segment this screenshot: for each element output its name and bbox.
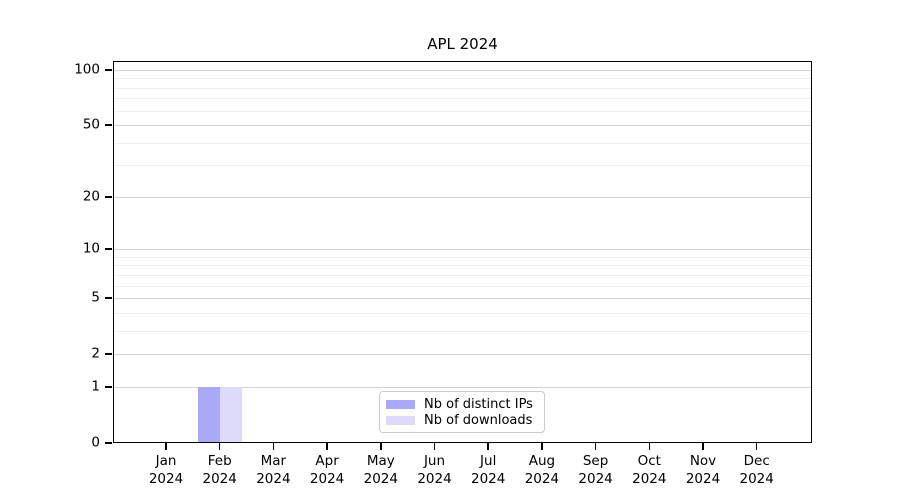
gridline-major (113, 70, 812, 71)
x-tick-label: Sep 2024 (554, 452, 638, 488)
x-tick-label: May 2024 (339, 452, 423, 488)
gridline-major (113, 386, 812, 388)
bar-nb-of-distinct-ips (197, 386, 220, 443)
x-tick-mark (380, 443, 382, 450)
y-tick-mark (105, 442, 112, 444)
x-tick-mark (594, 443, 597, 450)
x-tick-mark (541, 443, 543, 450)
y-tick-label: 0 (91, 434, 100, 451)
x-tick-mark (326, 443, 328, 450)
legend: Nb of distinct IPs Nb of downloads (379, 391, 545, 433)
x-tick-year: 2024 (309, 471, 345, 488)
y-tick-mark (105, 69, 112, 71)
x-tick-label: Apr 2024 (285, 452, 369, 488)
x-tick-mark (487, 443, 489, 450)
y-tick-label: 1 (91, 378, 100, 395)
gridline-minor (113, 330, 812, 332)
legend-swatch-distinct-ips (386, 399, 415, 409)
gridline-minor (113, 165, 812, 167)
x-tick-mark (702, 443, 704, 450)
x-tick-year: 2024 (202, 471, 237, 488)
x-tick-year: 2024 (417, 471, 452, 488)
gridline-major (113, 249, 812, 251)
y-tick-label: 100 (74, 61, 100, 78)
chart-title: APL 2024 (427, 35, 498, 53)
x-tick-label: Oct 2024 (607, 452, 691, 488)
legend-entry-downloads: Nb of downloads (386, 414, 544, 427)
gridline-minor (113, 256, 812, 258)
gridline-minor (113, 98, 812, 100)
x-tick-year: 2024 (524, 471, 560, 488)
legend-swatch-downloads (386, 415, 415, 425)
x-tick-mark (165, 443, 167, 450)
gridline-minor (113, 265, 812, 267)
x-tick-year: 2024 (739, 471, 774, 488)
y-tick-mark (105, 248, 112, 250)
x-tick-label: Mar 2024 (231, 452, 315, 488)
x-tick-month: Feb (207, 453, 232, 469)
x-tick-label: Nov 2024 (661, 452, 745, 488)
x-tick-year: 2024 (471, 471, 506, 488)
gridline-minor (113, 274, 812, 276)
x-tick-month: Jul (480, 453, 497, 469)
x-tick-month: Apr (315, 453, 339, 469)
y-tick-label: 10 (82, 240, 100, 257)
gridline-minor (113, 312, 812, 314)
x-tick-month: Jan (155, 453, 177, 469)
x-tick-month: Dec (743, 453, 770, 469)
x-tick-month: Nov (689, 453, 717, 469)
x-tick-label: Jul 2024 (446, 452, 530, 488)
x-tick-month: Sep (582, 453, 609, 469)
x-tick-month: May (366, 453, 395, 469)
x-tick-label: Jun 2024 (393, 452, 477, 488)
x-tick-month: Jun (423, 453, 446, 469)
x-tick-mark (755, 443, 758, 450)
gridline-major (113, 125, 812, 127)
y-tick-label: 5 (91, 289, 100, 306)
y-tick-mark (105, 297, 112, 299)
x-tick-mark (272, 443, 275, 450)
x-tick-mark (218, 443, 221, 450)
y-tick-mark (105, 353, 112, 355)
legend-entry-distinct-ips: Nb of distinct IPs (386, 398, 544, 411)
y-tick-label: 20 (82, 188, 100, 205)
gridline-minor (113, 87, 812, 89)
x-tick-month: Aug (528, 453, 556, 469)
gridline-minor (113, 142, 812, 144)
x-tick-month: Oct (637, 453, 661, 469)
y-tick-mark (105, 196, 112, 198)
gridline-major (113, 196, 812, 198)
x-tick-label: Dec 2024 (715, 452, 799, 488)
y-tick-label: 2 (91, 345, 100, 362)
x-tick-year: 2024 (632, 471, 667, 488)
y-tick-mark (105, 124, 112, 126)
gridline-major (113, 354, 812, 356)
plot-border (113, 61, 812, 443)
x-tick-year: 2024 (578, 471, 613, 488)
x-tick-year: 2024 (685, 471, 721, 488)
x-tick-year: 2024 (148, 471, 184, 488)
x-tick-label: Aug 2024 (500, 452, 584, 488)
legend-label-distinct-ips: Nb of distinct IPs (424, 396, 533, 412)
x-tick-mark (433, 443, 436, 450)
legend-label-downloads: Nb of downloads (424, 412, 533, 428)
y-tick-label: 50 (82, 116, 100, 133)
gridline-minor (113, 110, 812, 112)
gridline-minor (113, 78, 812, 80)
x-tick-mark (648, 443, 651, 450)
gridline-minor (113, 285, 812, 287)
bar-nb-of-downloads (219, 386, 242, 443)
x-tick-label: Jan 2024 (124, 452, 208, 488)
x-tick-label: Feb 2024 (178, 452, 262, 488)
gridline-major (113, 298, 812, 300)
y-tick-mark (105, 386, 112, 388)
x-tick-year: 2024 (363, 471, 398, 488)
x-tick-month: Mar (260, 453, 287, 469)
x-tick-year: 2024 (256, 471, 291, 488)
